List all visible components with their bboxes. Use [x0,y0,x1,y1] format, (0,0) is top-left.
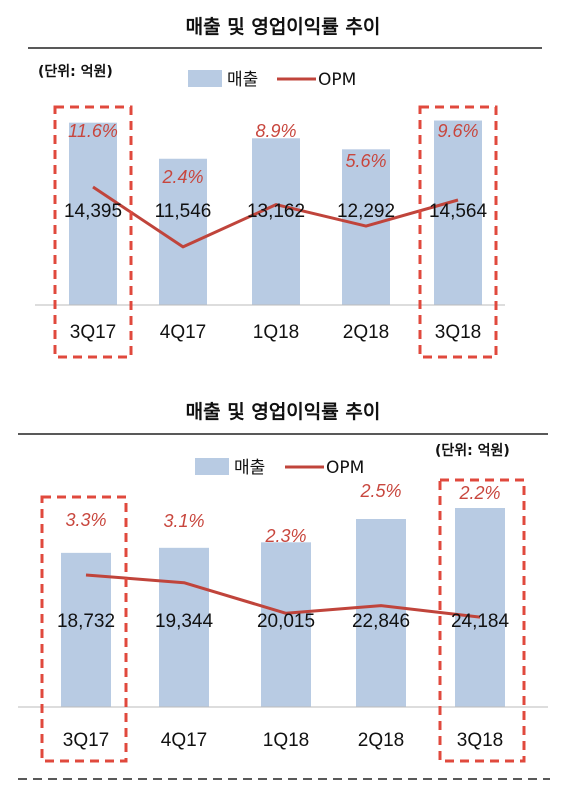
chart-1-category-label: 1Q18 [253,322,299,343]
chart-2-bar-value-label: 24,184 [451,611,510,632]
chart-2-highlight-3q17 [40,495,128,763]
chart-2-bar-value-label: 18,732 [57,611,115,632]
chart-1-category-label: 2Q18 [343,322,389,343]
chart-2-title: 매출 및 영업이익률 추이 [186,401,381,423]
chart-1-highlight-3q18 [418,105,498,359]
chart-1-unit-label: (단위: 억원) [38,63,113,80]
chart-1-highlight-3q17 [53,105,133,359]
chart-2-category-label: 1Q18 [263,730,309,751]
chart-1-legend-line-label: OPM [318,70,356,90]
chart-1-legend: 매출 OPM [188,70,356,90]
chart-2-bar-3q18 [455,508,505,707]
chart-2-bar-2q18 [356,519,406,707]
chart-2-opm-label: 3.3% [65,510,106,530]
chart-2-legend-bar-swatch [195,458,229,475]
chart-1-opm-label: 11.6% [68,121,118,141]
chart-2-bar-value-label: 20,015 [257,611,315,632]
chart-2-bar-1q18 [261,542,311,707]
chart-2: 매출 및 영업이익률 추이 (단위: 억원) 매출 OPM 3Q17 4Q17 1Q… [18,401,548,763]
chart-2-bar-3q17 [61,552,111,707]
chart-1-bar-value-label: 13,162 [247,201,305,222]
chart-1-legend-bar-swatch [188,70,222,87]
chart-2-category-label: 2Q18 [358,730,404,751]
chart-1-bar-value-label: 14,564 [429,201,488,222]
chart-2-opm-label: 2.3% [264,526,306,546]
chart-2-unit-label: (단위: 억원) [435,442,510,459]
chart-1-bar-value-label: 11,546 [155,201,212,222]
chart-1-opm-label: 8.9% [255,121,296,141]
chart-1-bar-1q18 [252,138,300,305]
chart-1-category-label: 3Q17 [70,322,116,343]
chart-2-category-label: 3Q17 [63,730,109,751]
chart-2-legend: 매출 OPM [195,458,364,478]
chart-2-bar-value-label: 19,344 [155,611,214,632]
chart-2-legend-bar-label: 매출 [234,458,265,478]
chart-1: 매출 및 영업이익률 추이 (단위: 억원) 매출 OPM 3Q17 4Q17 1Q… [28,16,542,359]
chart-1-bar-4q17 [159,158,207,305]
chart-1-bar-3q17 [69,122,117,305]
chart-1-opm-label: 2.4% [161,167,203,187]
chart-2-bar-value-label: 22,846 [352,611,410,632]
chart-1-legend-bar-label: 매출 [227,70,258,90]
chart-1-bar-value-label: 14,395 [64,201,122,222]
chart-1-category-label: 4Q17 [160,322,206,343]
chart-2-highlight-3q18 [438,478,526,763]
chart-1-opm-label: 9.6% [437,121,478,141]
chart-2-category-label: 4Q17 [161,730,207,751]
chart-1-opm-label: 5.6% [345,151,386,171]
chart-2-opm-label: 2.2% [458,483,500,503]
chart-2-legend-line-label: OPM [326,458,364,478]
chart-2-opm-label: 2.5% [359,481,401,501]
chart-2-bar-4q17 [159,547,209,707]
chart-1-bar-3q18 [434,120,482,305]
chart-1-category-label: 3Q18 [435,322,481,343]
chart-1-bar-value-label: 12,292 [337,201,395,222]
chart-2-category-label: 3Q18 [457,730,503,751]
chart-2-opm-label: 3.1% [163,511,204,531]
chart-1-title: 매출 및 영업이익률 추이 [186,16,381,38]
